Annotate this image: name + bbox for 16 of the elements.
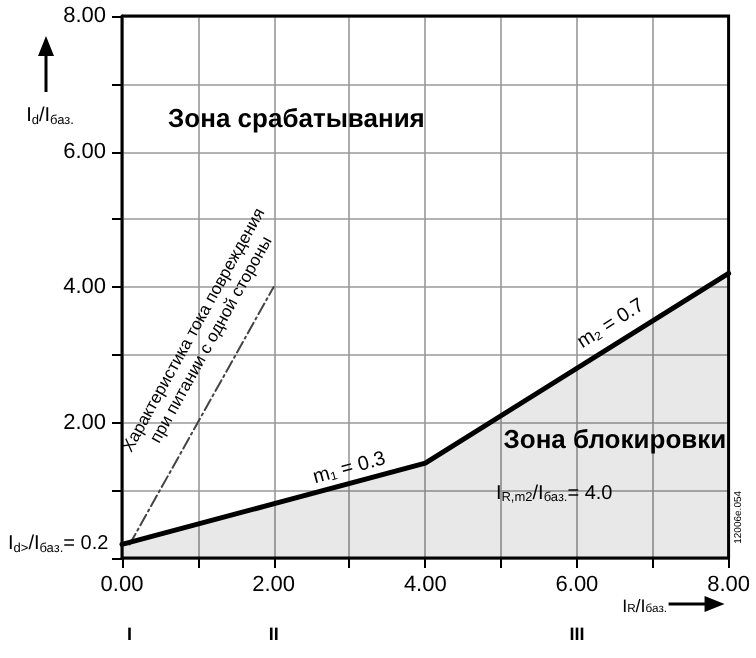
x-tick-label: 4.00 (403, 573, 447, 597)
annotation: m₂ = 0.7 (573, 294, 650, 354)
y-tick-label: 2.00 (63, 410, 106, 435)
y-tick-label: 8.00 (63, 4, 106, 28)
y-tick-label: 4.00 (63, 275, 106, 299)
annotation: Зона срабатывания (168, 102, 425, 133)
x-tick-label: 0.00 (100, 573, 144, 597)
annotation: m₁ = 0.3 (310, 447, 389, 489)
text: I (127, 624, 133, 644)
x-tick-label: 8.00 (707, 573, 751, 597)
text: III (569, 624, 585, 644)
annotation: Зона блокировки (503, 424, 727, 455)
y-tick-label: 6.00 (63, 139, 106, 164)
x-tick-label: 6.00 (555, 573, 599, 597)
x-tick-label: 2.00 (252, 573, 296, 597)
text: II (268, 624, 279, 644)
